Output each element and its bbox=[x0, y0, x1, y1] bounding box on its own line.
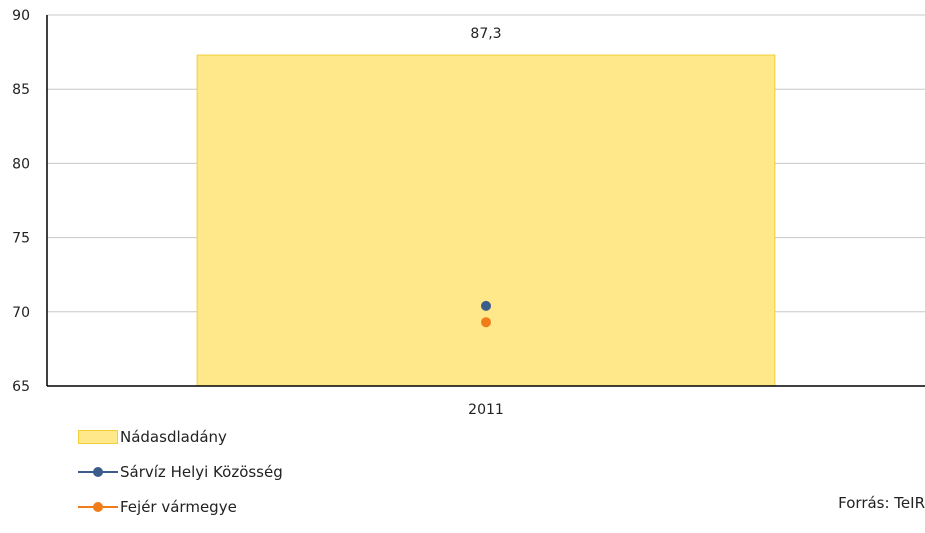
chart: 65 70 75 80 85 90 2011 87,3 bbox=[12, 8, 925, 418]
bar bbox=[196, 54, 776, 387]
data-labels: 87,3 bbox=[470, 26, 501, 42]
points bbox=[481, 300, 491, 328]
y-tick-label: 80 bbox=[12, 156, 30, 172]
legend-item-nadasdladany: Nádasdladány bbox=[78, 428, 283, 446]
legend-swatch-line bbox=[78, 465, 118, 479]
bars bbox=[196, 54, 776, 387]
legend-item-sarviz: Sárvíz Helyi Közösség bbox=[78, 463, 283, 481]
y-tick-label: 90 bbox=[12, 8, 30, 24]
y-tick-label: 75 bbox=[12, 231, 30, 247]
legend-swatch-bar bbox=[78, 430, 118, 444]
y-tick-label: 70 bbox=[12, 305, 30, 321]
legend: Nádasdladány Sárvíz Helyi Közösség Fejér… bbox=[78, 428, 283, 533]
legend-label: Nádasdladány bbox=[120, 428, 227, 446]
source-note: Forrás: TeIR bbox=[838, 494, 925, 512]
x-tick-labels: 2011 bbox=[468, 402, 504, 418]
legend-item-fejer: Fejér vármegye bbox=[78, 498, 283, 516]
y-tick-label: 65 bbox=[12, 379, 30, 395]
x-tick-label: 2011 bbox=[468, 402, 504, 418]
bar-value-label: 87,3 bbox=[470, 26, 501, 42]
legend-label: Fejér vármegye bbox=[120, 498, 237, 516]
y-tick-labels: 65 70 75 80 85 90 bbox=[12, 8, 30, 395]
data-point bbox=[481, 317, 491, 328]
y-tick-label: 85 bbox=[12, 82, 30, 98]
data-point bbox=[481, 300, 491, 311]
legend-swatch-line bbox=[78, 500, 118, 514]
legend-label: Sárvíz Helyi Közösség bbox=[120, 463, 283, 481]
